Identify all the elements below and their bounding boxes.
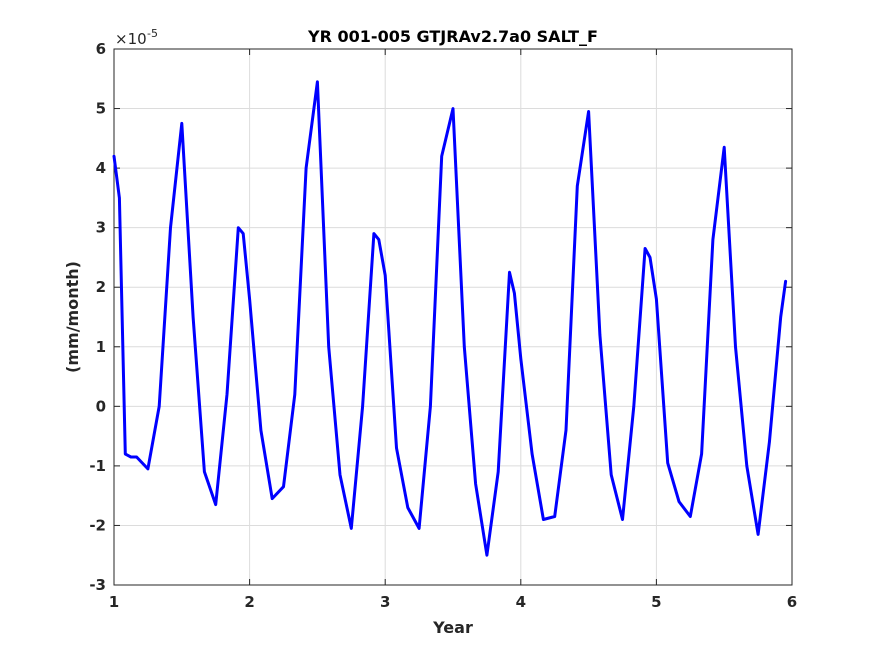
x-tick-label: 5 — [651, 593, 661, 611]
x-tick-labels: 1 2 3 4 5 6 — [109, 593, 797, 611]
y-tick-label: -3 — [89, 576, 106, 594]
y-tick-label: -1 — [89, 457, 106, 475]
chart-title: YR 001-005 GTJRAv2.7a0 SALT_F — [307, 27, 598, 46]
exponent-label: ×10 -5 — [115, 27, 158, 48]
y-tick-labels: -3 -2 -1 0 1 2 3 4 5 6 — [89, 40, 106, 594]
x-tick-label: 6 — [787, 593, 797, 611]
axes-box — [113, 48, 793, 586]
y-tick-label: 2 — [96, 278, 106, 296]
x-tick-label: 1 — [109, 593, 119, 611]
exponent-power: -5 — [147, 27, 158, 40]
exponent-base: ×10 — [115, 30, 147, 48]
x-tick-label: 4 — [516, 593, 526, 611]
y-axis-label: (mm/month) — [63, 261, 82, 373]
x-axis-label: Year — [432, 618, 473, 637]
x-tick-label: 2 — [244, 593, 254, 611]
x-tick-label: 3 — [380, 593, 390, 611]
y-tick-label: 0 — [96, 397, 106, 415]
y-tick-label: 1 — [96, 338, 106, 356]
y-tick-label: 6 — [96, 40, 106, 58]
y-tick-label: -2 — [89, 516, 106, 534]
series-layer — [112, 80, 788, 557]
y-tick-label: 5 — [96, 100, 106, 118]
y-tick-label: 3 — [96, 219, 106, 237]
y-tick-label: 4 — [96, 159, 106, 177]
